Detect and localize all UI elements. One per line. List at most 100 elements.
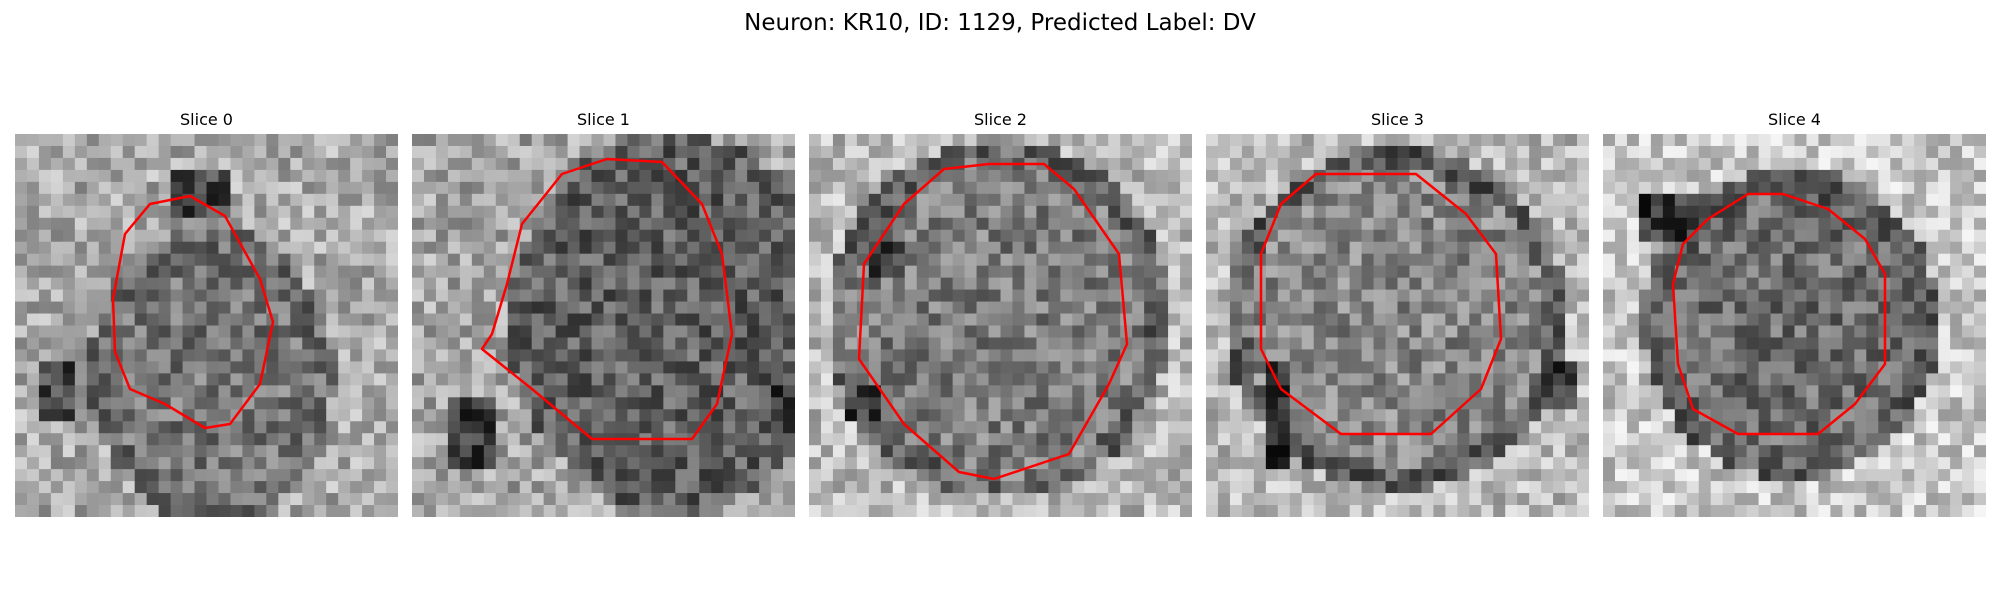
image-pixel [1024,289,1038,303]
image-pixel [1577,265,1589,279]
image-pixel [1180,205,1192,219]
image-pixel [1529,469,1542,482]
image-pixel [1060,134,1073,147]
image-pixel [1084,134,1097,147]
image-pixel [1349,385,1363,398]
image-pixel [1577,217,1589,231]
slice-image-4 [1603,134,1986,517]
image-pixel [1409,134,1423,147]
image-pixel [459,241,473,255]
image-pixel [1301,145,1315,159]
image-pixel [1313,277,1327,291]
image-pixel [747,397,760,410]
image-pixel [1866,385,1879,398]
image-pixel [1974,265,1986,279]
image-pixel [1385,349,1399,363]
image-pixel [1132,265,1145,279]
image-pixel [74,205,88,219]
image-pixel [459,373,473,386]
image-pixel [639,361,652,374]
image-pixel [844,277,858,291]
image-pixel [1337,493,1351,506]
image-pixel [362,253,375,267]
image-pixel [1433,169,1446,183]
image-pixel [1457,145,1470,159]
image-pixel [1603,157,1616,171]
image-pixel [1770,445,1784,458]
image-pixel [699,493,712,506]
image-pixel [266,493,279,506]
image-pixel [964,457,978,470]
image-pixel [1493,265,1506,279]
image-pixel [459,181,473,195]
image-pixel [952,229,966,243]
image-pixel [1926,301,1939,315]
image-pixel [1577,301,1589,315]
image-pixel [663,409,676,422]
image-pixel [1120,277,1133,291]
image-pixel [1433,433,1446,446]
image-pixel [675,229,688,243]
image-pixel [290,337,303,351]
image-pixel [338,325,351,339]
image-pixel [1505,217,1518,231]
image-pixel [1000,169,1014,183]
image-pixel [1457,229,1470,243]
image-pixel [1603,181,1616,195]
image-pixel [182,361,196,374]
image-pixel [663,217,676,231]
image-pixel [1758,301,1772,315]
image-pixel [423,457,437,470]
image-pixel [615,313,629,327]
image-pixel [1361,277,1375,291]
image-pixel [507,505,521,517]
image-pixel [1385,157,1399,171]
image-pixel [1529,445,1542,458]
image-pixel [74,373,88,386]
image-pixel [471,217,485,231]
image-pixel [374,397,387,410]
image-pixel [447,157,461,171]
image-pixel [856,325,870,339]
image-pixel [1132,253,1145,267]
image-pixel [1577,253,1589,267]
image-pixel [1457,505,1470,517]
image-pixel [1060,157,1073,171]
image-pixel [15,134,28,147]
image-pixel [1337,193,1351,207]
image-pixel [1577,457,1589,470]
image-pixel [1974,325,1986,339]
image-pixel [988,373,1002,386]
image-pixel [302,397,315,410]
image-pixel [50,505,64,517]
image-pixel [747,325,760,339]
image-pixel [1529,301,1542,315]
image-pixel [1842,265,1855,279]
image-pixel [495,205,509,219]
image-pixel [74,349,88,363]
image-pixel [134,253,148,267]
image-pixel [1614,193,1628,207]
image-pixel [1493,409,1506,422]
image-pixel [856,433,870,446]
image-pixel [1457,181,1470,195]
image-pixel [230,217,244,231]
image-pixel [1902,169,1915,183]
image-pixel [1206,253,1219,267]
image-pixel [62,457,76,470]
image-pixel [1493,241,1506,255]
image-pixel [374,229,387,243]
image-pixel [1553,481,1566,494]
image-pixel [651,469,664,482]
image-pixel [1914,421,1927,434]
image-pixel [1505,373,1518,386]
image-pixel [916,337,930,351]
image-pixel [1277,241,1291,255]
image-pixel [1445,493,1458,506]
image-pixel [170,229,184,243]
image-pixel [1313,313,1327,327]
image-pixel [1565,469,1578,482]
image-pixel [254,205,267,219]
image-pixel [254,313,267,327]
image-pixel [1048,421,1061,434]
